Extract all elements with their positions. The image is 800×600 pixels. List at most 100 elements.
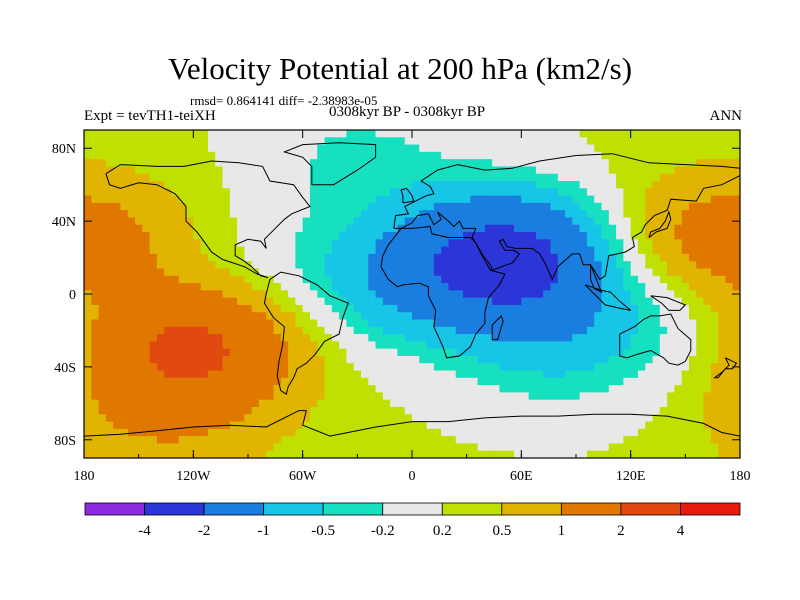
contour-cell — [244, 268, 253, 277]
contour-cell — [404, 370, 413, 379]
contour-cell — [215, 377, 224, 386]
contour-cell — [127, 151, 136, 160]
contour-cell — [710, 319, 719, 328]
contour-cell — [426, 217, 435, 226]
contour-cell — [477, 312, 486, 321]
contour-cell — [492, 370, 501, 379]
contour-cell — [572, 232, 581, 240]
contour-cell — [120, 166, 129, 175]
contour-cell — [499, 130, 508, 138]
contour-cell — [579, 290, 588, 299]
contour-cell — [375, 130, 384, 138]
contour-cell — [331, 326, 340, 335]
contour-cell — [382, 399, 391, 408]
contour-cell — [215, 348, 224, 357]
contour-cell — [681, 253, 690, 262]
contour-cell — [645, 399, 654, 408]
contour-cell — [244, 319, 253, 328]
contour-cell — [397, 173, 406, 182]
contour-cell — [346, 326, 355, 335]
contour-cell — [324, 312, 333, 321]
contour-cell — [142, 166, 151, 175]
contour-cell — [105, 253, 114, 262]
contour-cell — [557, 246, 566, 255]
contour-cell — [244, 399, 253, 408]
contour-cell — [681, 312, 690, 321]
contour-cell — [419, 173, 428, 182]
contour-cell — [368, 348, 377, 357]
contour-cell — [207, 348, 216, 357]
contour-cell — [142, 159, 151, 168]
contour-cell — [557, 166, 566, 175]
contour-cell — [404, 443, 413, 452]
contour-cell — [579, 297, 588, 306]
contour-cell — [309, 443, 318, 452]
contour-cell — [105, 304, 114, 313]
contour-cell — [565, 173, 573, 182]
contour-cell — [448, 450, 457, 458]
contour-cell — [142, 326, 151, 335]
contour-cell — [324, 406, 333, 415]
contour-cell — [222, 232, 231, 240]
contour-cell — [412, 319, 420, 328]
contour-cell — [470, 304, 479, 313]
contour-cell — [506, 428, 515, 437]
contour-cell — [390, 385, 399, 393]
contour-cell — [565, 312, 573, 321]
contour-cell — [353, 326, 362, 335]
contour-cell — [688, 137, 697, 146]
contour-cell — [521, 283, 530, 291]
contour-cell — [149, 195, 158, 204]
contour-cell — [659, 166, 668, 175]
contour-cell — [339, 304, 347, 313]
contour-cell — [215, 436, 224, 445]
contour-cell — [543, 224, 552, 233]
contour-cell — [667, 450, 675, 458]
contour-cell — [105, 217, 114, 226]
contour-cell — [637, 217, 646, 226]
contour-cell — [455, 239, 464, 248]
contour-cell — [156, 166, 165, 175]
contour-cell — [608, 188, 617, 197]
contour-cell — [470, 217, 479, 226]
contour-cell — [667, 377, 675, 386]
contour-cell — [484, 370, 493, 379]
contour-cell — [433, 151, 442, 160]
contour-cell — [433, 385, 442, 393]
contour-cell — [433, 297, 442, 306]
contour-cell — [164, 253, 173, 262]
contour-cell — [594, 232, 603, 240]
contour-cell — [696, 210, 705, 219]
contour-cell — [397, 253, 406, 262]
contour-cell — [688, 450, 697, 458]
contour-cell — [229, 312, 238, 321]
contour-cell — [433, 173, 442, 182]
contour-cell — [113, 217, 122, 226]
contour-cell — [178, 217, 187, 226]
contour-cell — [149, 450, 158, 458]
contour-cell — [492, 319, 501, 328]
contour-cell — [616, 173, 624, 182]
contour-cell — [200, 377, 209, 386]
contour-cell — [594, 246, 603, 255]
contour-cell — [455, 268, 464, 277]
contour-cell — [215, 253, 224, 262]
contour-cell — [492, 261, 501, 270]
contour-cell — [98, 428, 107, 437]
contour-cell — [623, 334, 632, 342]
contour-cell — [178, 450, 187, 458]
contour-cell — [317, 363, 326, 372]
contour-cell — [659, 253, 668, 262]
experiment-label: Expt = tevTH1-teiXH — [84, 108, 216, 124]
contour-cell — [353, 159, 362, 168]
contour-cell — [565, 348, 573, 357]
contour-cell — [171, 173, 180, 182]
contour-cell — [681, 406, 690, 415]
contour-cell — [244, 385, 253, 393]
contour-cell — [506, 363, 515, 372]
contour-cell — [448, 217, 457, 226]
contour-cell — [324, 246, 333, 255]
contour-cell — [535, 392, 544, 401]
contour-cell — [390, 443, 399, 452]
contour-cell — [84, 275, 92, 284]
